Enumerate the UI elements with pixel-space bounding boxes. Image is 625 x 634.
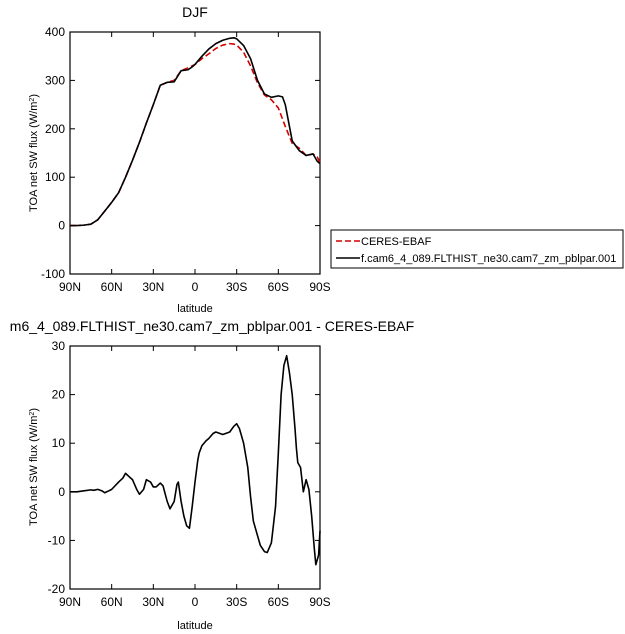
bottom-y-axis-title-end: ) bbox=[28, 408, 40, 412]
top-y-axis-title-main: TOA net SW flux (W/m bbox=[28, 102, 40, 212]
top-panel: DJF 90N 60N 30N 0 30S 60S 90S -100 0 100 200 300 400… bbox=[28, 4, 331, 315]
top-series-line-0 bbox=[70, 42, 321, 227]
legend-box bbox=[330, 229, 624, 269]
top-y-tick-label: -100 bbox=[41, 267, 65, 281]
top-chart-title: DJF bbox=[182, 4, 208, 20]
top-y-axis-title-end: ) bbox=[28, 94, 40, 98]
legend-label-ceres: CERES-EBAF bbox=[361, 236, 432, 248]
top-y-tick-label: 200 bbox=[45, 122, 65, 136]
top-y-tick-label: 0 bbox=[58, 219, 65, 233]
top-x-axis-title: latitude bbox=[177, 303, 212, 315]
bottom-x-tick-label: 60S bbox=[268, 595, 289, 609]
top-y-axis-title: TOA net SW flux (W/m2) bbox=[28, 94, 40, 212]
bottom-x-tick-label: 30N bbox=[142, 595, 164, 609]
top-axes: 90N 60N 30N 0 30S 60S 90S -100 0 100 200 300 400 bbox=[41, 25, 331, 294]
bottom-y-tick-label: 30 bbox=[52, 339, 66, 353]
bottom-x-tick-label: 60N bbox=[101, 595, 123, 609]
top-y-tick-label: 400 bbox=[45, 25, 65, 39]
top-x-tick-label: 60S bbox=[268, 280, 289, 294]
bottom-axes: 90N 60N 30N 0 30S 60S 90S -20 -10 0 10 20 30 bbox=[48, 339, 331, 609]
bottom-y-tick-label: 20 bbox=[52, 388, 66, 402]
top-x-tick-label: 90S bbox=[309, 280, 330, 294]
top-x-tick-label: 30N bbox=[142, 280, 164, 294]
top-x-tick-label: 30S bbox=[226, 280, 247, 294]
bottom-chart-title: m6_4_089.FLTHIST_ne30.cam7_zm_pblpar.001… bbox=[10, 318, 414, 334]
bottom-x-tick-label: 90N bbox=[59, 595, 81, 609]
bottom-series-line-0 bbox=[70, 354, 321, 566]
bottom-panel: m6_4_089.FLTHIST_ne30.cam7_zm_pblpar.001… bbox=[10, 318, 414, 632]
bottom-y-tick-label: 10 bbox=[52, 436, 66, 450]
bottom-x-axis-title: latitude bbox=[177, 620, 212, 632]
top-y-tick-label: 300 bbox=[45, 73, 65, 87]
bottom-y-axis-title: TOA net SW flux (W/m2) bbox=[28, 408, 40, 526]
bottom-x-tick-label: 30S bbox=[226, 595, 247, 609]
top-series bbox=[70, 37, 321, 227]
bottom-y-axis-title-sup: 2 bbox=[29, 412, 36, 416]
bottom-y-tick-label: -10 bbox=[48, 533, 66, 547]
bottom-series bbox=[70, 354, 321, 566]
top-series-line-1 bbox=[70, 37, 321, 227]
top-x-tick-label: 60N bbox=[101, 280, 123, 294]
top-y-tick-label: 100 bbox=[45, 170, 65, 184]
top-y-axis-title-sup: 2 bbox=[29, 98, 36, 102]
bottom-y-tick-label: 0 bbox=[58, 485, 65, 499]
top-plot-frame bbox=[69, 31, 321, 275]
bottom-x-tick-label: 0 bbox=[192, 595, 199, 609]
bottom-x-tick-label: 90S bbox=[309, 595, 330, 609]
bottom-y-tick-label: -20 bbox=[48, 582, 66, 596]
legend: CERES-EBAF f.cam6_4_089.FLTHIST_ne30.cam… bbox=[330, 229, 624, 269]
legend-label-model: f.cam6_4_089.FLTHIST_ne30.cam7_zm_pblpar… bbox=[361, 253, 616, 265]
top-x-tick-label: 90N bbox=[59, 280, 81, 294]
top-x-tick-label: 0 bbox=[192, 280, 199, 294]
bottom-y-axis-title-main: TOA net SW flux (W/m bbox=[28, 416, 40, 526]
